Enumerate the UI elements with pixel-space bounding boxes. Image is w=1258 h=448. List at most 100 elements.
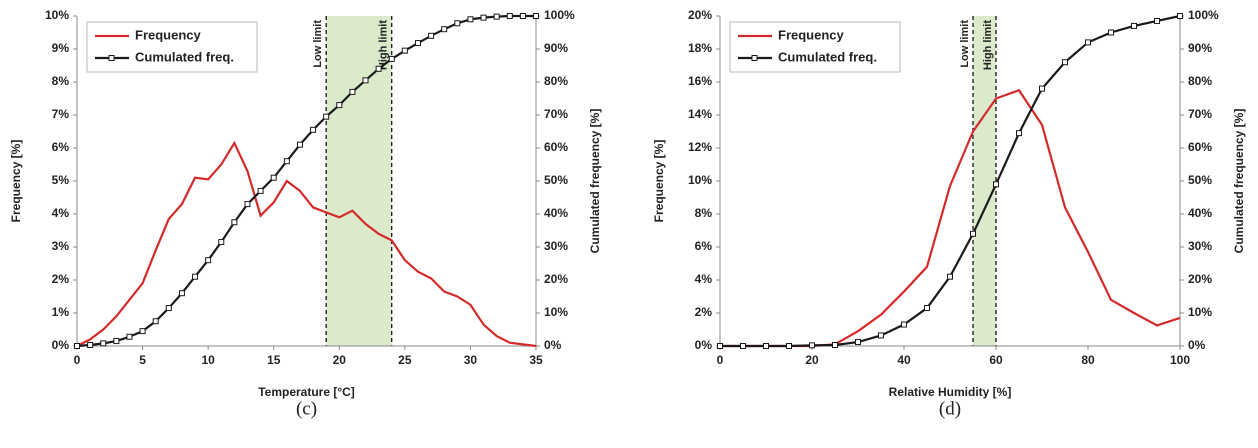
y2-tick-label: 50% <box>544 173 568 187</box>
point <box>1154 17 1160 24</box>
point <box>454 20 461 27</box>
y2-tick-label: 80% <box>1188 74 1212 88</box>
y-tick-label: 3% <box>52 239 70 253</box>
point <box>270 174 277 181</box>
y2-tick-label: 80% <box>544 74 568 88</box>
point <box>947 273 953 280</box>
x-tick-label: 25 <box>398 353 412 367</box>
x-tick-label: 10 <box>201 353 215 367</box>
y2-tick-label: 100% <box>544 8 575 22</box>
point <box>809 342 815 349</box>
x-tick-label: 60 <box>989 353 1003 367</box>
y2-tick-label: 90% <box>544 41 568 55</box>
point <box>113 338 120 345</box>
point <box>533 13 539 19</box>
x-axis-label: Temperature [°C] <box>258 385 355 399</box>
x-tick-label: 0 <box>74 353 81 367</box>
legend-box <box>729 21 901 73</box>
legend-box <box>86 21 258 73</box>
y2-tick-label: 30% <box>1188 239 1212 253</box>
x-tick-label: 40 <box>897 353 911 367</box>
y-tick-label: 20% <box>688 8 712 22</box>
y-tick-label: 16% <box>688 74 712 88</box>
point <box>178 290 185 297</box>
y-tick-label: 10% <box>45 8 69 22</box>
x-tick-label: 0 <box>717 353 724 367</box>
series-line <box>76 140 537 348</box>
point <box>1085 39 1091 46</box>
y-tick-label: 1% <box>52 305 70 319</box>
point <box>506 13 513 19</box>
point <box>1062 59 1068 66</box>
x-axis-label: Relative Humidity [%] <box>889 385 1012 399</box>
x-tick-label: 80 <box>1081 353 1095 367</box>
point <box>152 318 159 325</box>
y-tick-label: 2% <box>695 305 713 319</box>
x-tick-label: 30 <box>464 353 478 367</box>
point <box>1177 13 1183 19</box>
point <box>349 88 356 95</box>
point <box>1016 130 1022 137</box>
caption: (c) <box>296 398 317 419</box>
y2-tick-label: 20% <box>544 272 568 286</box>
y2-tick-label: 20% <box>1188 272 1212 286</box>
y-tick-label: 6% <box>695 239 713 253</box>
y-tick-label: 12% <box>688 140 712 154</box>
y2-tick-label: 30% <box>544 239 568 253</box>
y-tick-label: 14% <box>688 107 712 121</box>
point <box>257 187 264 194</box>
y-tick-label: 0% <box>52 338 70 352</box>
point <box>1131 22 1137 29</box>
point <box>901 321 907 328</box>
legend-label: Cumulated freq. <box>778 49 877 64</box>
limit-label: Low limit <box>312 20 324 68</box>
legend-marker <box>751 55 758 61</box>
x-tick-label: 20 <box>333 353 347 367</box>
point <box>493 13 500 20</box>
limit-label: Low limit <box>959 20 971 68</box>
point <box>441 26 448 33</box>
point <box>924 305 930 312</box>
y2-tick-label: 60% <box>1188 140 1212 154</box>
point <box>100 340 107 347</box>
point <box>310 126 317 133</box>
y-axis-label: Frequency [%] <box>652 140 666 223</box>
y2-tick-label: 40% <box>544 206 568 220</box>
point <box>1039 85 1045 92</box>
point <box>165 305 172 312</box>
point <box>855 339 861 346</box>
point <box>717 343 723 349</box>
y-tick-label: 8% <box>695 206 713 220</box>
point <box>296 141 303 148</box>
y2-tick-label: 10% <box>1188 305 1212 319</box>
point <box>401 47 408 54</box>
legend-marker <box>108 55 115 61</box>
y2-tick-label: 60% <box>544 140 568 154</box>
point <box>323 113 330 120</box>
y2-tick-label: 0% <box>1188 338 1206 352</box>
y2-tick-label: 100% <box>1188 8 1219 22</box>
x-tick-label: 20 <box>805 353 819 367</box>
legend-label: Frequency <box>135 27 202 42</box>
y-tick-label: 2% <box>52 272 70 286</box>
point <box>519 13 526 19</box>
y2-tick-label: 70% <box>544 107 568 121</box>
point <box>231 219 238 226</box>
point <box>970 230 976 237</box>
y2-tick-label: 50% <box>1188 173 1212 187</box>
y2-tick-label: 0% <box>544 338 562 352</box>
point <box>244 201 251 208</box>
y2-axis-label: Cumulated frequency [%] <box>1232 109 1246 254</box>
point <box>87 342 94 349</box>
point <box>139 328 146 335</box>
limit-band <box>973 16 996 346</box>
point <box>205 257 212 264</box>
point <box>126 333 133 340</box>
x-tick-label: 100 <box>1170 353 1190 367</box>
x-tick-label: 5 <box>139 353 146 367</box>
y-tick-label: 18% <box>688 41 712 55</box>
point <box>763 343 769 349</box>
y-tick-label: 10% <box>688 173 712 187</box>
point <box>192 273 199 280</box>
point <box>388 55 395 62</box>
